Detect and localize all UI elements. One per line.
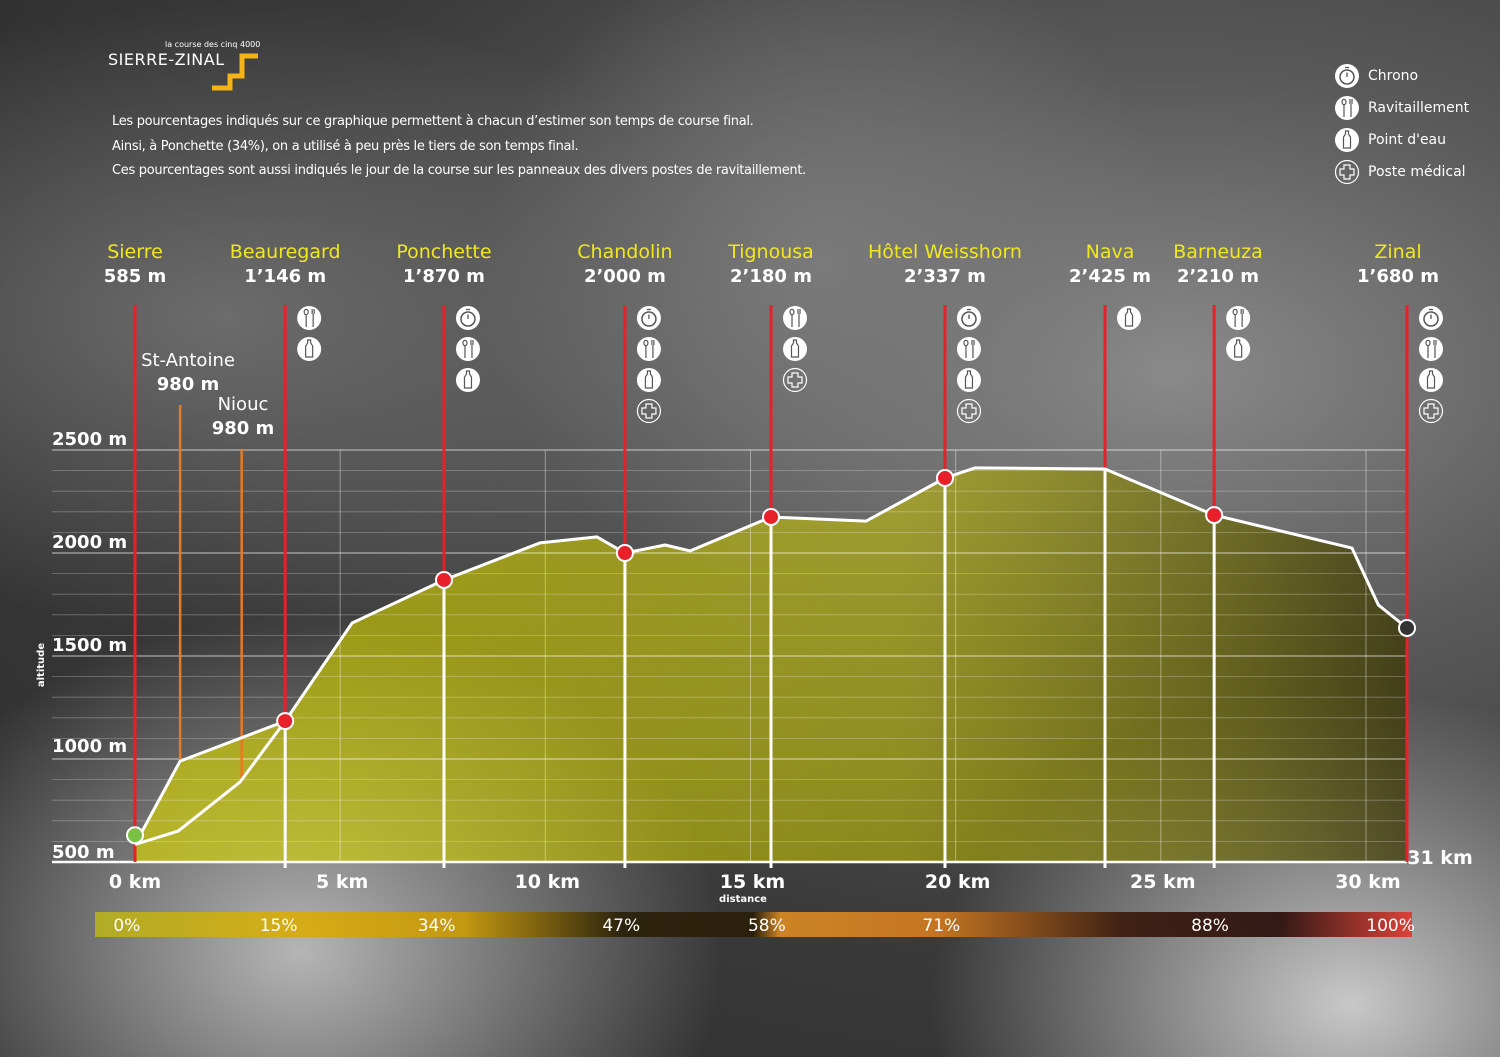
- ravitaillement-icon: [297, 306, 322, 330]
- y-tick-label: 1500 m: [52, 635, 127, 656]
- y-tick-label: 500 m: [52, 842, 115, 863]
- medical-cross-icon: [636, 398, 662, 424]
- x-tick-label: 10 km: [515, 871, 581, 893]
- station-name: Hôtel Weisshorn: [868, 241, 1022, 263]
- station-elevation: 980 m: [157, 374, 220, 395]
- legend-label: Point d'eau: [1368, 132, 1447, 148]
- start-dot: [126, 826, 144, 845]
- water-bottle-icon: [1226, 337, 1251, 361]
- legend-item-medical: Poste médical: [1334, 156, 1469, 188]
- ravitaillement-icon: [783, 306, 807, 330]
- x-tick-label: 15 km: [720, 871, 786, 893]
- time-percentage-label: 0%: [113, 916, 140, 936]
- medical-cross-icon: [956, 398, 982, 424]
- station-elevation: 1’146 m: [244, 266, 326, 287]
- legend-label: Ravitaillement: [1368, 100, 1470, 116]
- x-end-label: 31 km: [1407, 847, 1473, 869]
- station-name: St-Antoine: [141, 350, 235, 371]
- water-bottle-icon: [1419, 368, 1443, 392]
- intro-line: Ces pourcentages sont aussi indiqués le …: [112, 163, 806, 178]
- legend-item-chrono: Chrono: [1334, 60, 1469, 92]
- x-tick-label: 20 km: [925, 871, 991, 893]
- station-elevation: 2’337 m: [904, 266, 986, 287]
- water-bottle-icon: [783, 337, 807, 361]
- time-percentage-label: 58%: [748, 916, 786, 936]
- station-elevation: 980 m: [212, 418, 275, 439]
- stairs-logo-icon: [212, 53, 258, 91]
- medical-cross-icon: [1334, 159, 1360, 185]
- station-name: Sierre: [107, 241, 163, 263]
- ravitaillement-icon: [636, 337, 661, 361]
- station-elevation: 585 m: [104, 266, 167, 287]
- ravitaillement-icon: [455, 337, 480, 361]
- logo-name: SIERRE-ZINAL: [108, 50, 225, 69]
- x-tick-label: 5 km: [316, 871, 368, 893]
- time-percentage-label: 100%: [1366, 916, 1415, 936]
- station-elevation: 2’210 m: [1177, 266, 1259, 287]
- station-elevation: 2’425 m: [1069, 266, 1151, 287]
- chrono-icon: [636, 306, 661, 330]
- water-bottle-icon: [297, 337, 322, 361]
- station-name: Zinal: [1374, 241, 1421, 263]
- water-bottle-icon: [1335, 128, 1359, 152]
- time-percentage-label: 71%: [922, 916, 960, 936]
- x-axis-label: distance: [719, 894, 767, 905]
- station-elevation: 2’180 m: [730, 266, 812, 287]
- station-elevation: 1’680 m: [1357, 266, 1439, 287]
- station-dot: [615, 544, 634, 562]
- medical-cross-icon: [1418, 398, 1444, 424]
- station-name: Nava: [1086, 241, 1135, 263]
- ravitaillement-icon: [1335, 96, 1359, 120]
- ravitaillement-icon: [956, 337, 981, 361]
- water-bottle-icon: [1117, 306, 1142, 330]
- icon-legend: Chrono Ravitaillement Point d'eau Poste …: [1334, 60, 1469, 188]
- station-name: Barneuza: [1173, 241, 1263, 263]
- medical-cross-icon: [782, 367, 808, 393]
- station-dot: [1205, 506, 1224, 525]
- time-percentage-label: 15%: [260, 916, 298, 936]
- water-bottle-icon: [455, 368, 480, 392]
- time-percentage-bar: [95, 912, 1412, 937]
- finish-dot: [1398, 618, 1416, 637]
- x-tick-label: 0 km: [109, 871, 161, 893]
- intro-line: Les pourcentages indiqués sur ce graphiq…: [112, 114, 754, 129]
- chrono-icon: [1335, 64, 1359, 88]
- y-tick-label: 2500 m: [52, 429, 127, 450]
- station-name: Ponchette: [396, 241, 491, 263]
- logo-tagline: la course des cinq 4000: [165, 40, 261, 49]
- chrono-icon: [455, 306, 480, 330]
- time-percentage-label: 88%: [1191, 916, 1229, 936]
- legend-label: Chrono: [1368, 68, 1419, 84]
- station-name: Chandolin: [577, 241, 672, 263]
- x-tick-label: 25 km: [1130, 871, 1196, 893]
- intro-text: Les pourcentages indiqués sur ce graphiq…: [112, 110, 806, 184]
- station-elevation: 2’000 m: [584, 266, 666, 287]
- y-tick-label: 1000 m: [52, 736, 127, 757]
- station-name: Tignousa: [727, 241, 814, 263]
- legend-item-ravitaillement: Ravitaillement: [1334, 92, 1469, 124]
- ravitaillement-icon: [1226, 306, 1251, 330]
- time-percentage-label: 34%: [418, 916, 456, 936]
- chrono-icon: [1419, 306, 1443, 330]
- ravitaillement-icon: [1419, 337, 1443, 361]
- station-name: Niouc: [218, 394, 269, 415]
- intro-line: Ainsi, à Ponchette (34%), on a utilisé à…: [112, 138, 579, 154]
- y-tick-label: 2000 m: [52, 532, 127, 553]
- time-percentage-label: 47%: [602, 916, 640, 936]
- legend-label: Poste médical: [1368, 164, 1466, 180]
- station-dot: [434, 570, 453, 589]
- station-elevation: 1’870 m: [403, 266, 485, 287]
- x-tick-label: 30 km: [1335, 871, 1401, 893]
- water-bottle-icon: [636, 368, 661, 392]
- profile-line-variant: [134, 720, 287, 846]
- station-dot: [762, 507, 780, 526]
- station-dot: [935, 469, 954, 488]
- chrono-icon: [956, 306, 981, 330]
- legend-item-eau: Point d'eau: [1334, 124, 1469, 156]
- y-axis-label: altitude: [36, 643, 47, 687]
- water-bottle-icon: [956, 368, 981, 392]
- station-name: Beauregard: [230, 241, 341, 263]
- station-dot: [276, 712, 295, 731]
